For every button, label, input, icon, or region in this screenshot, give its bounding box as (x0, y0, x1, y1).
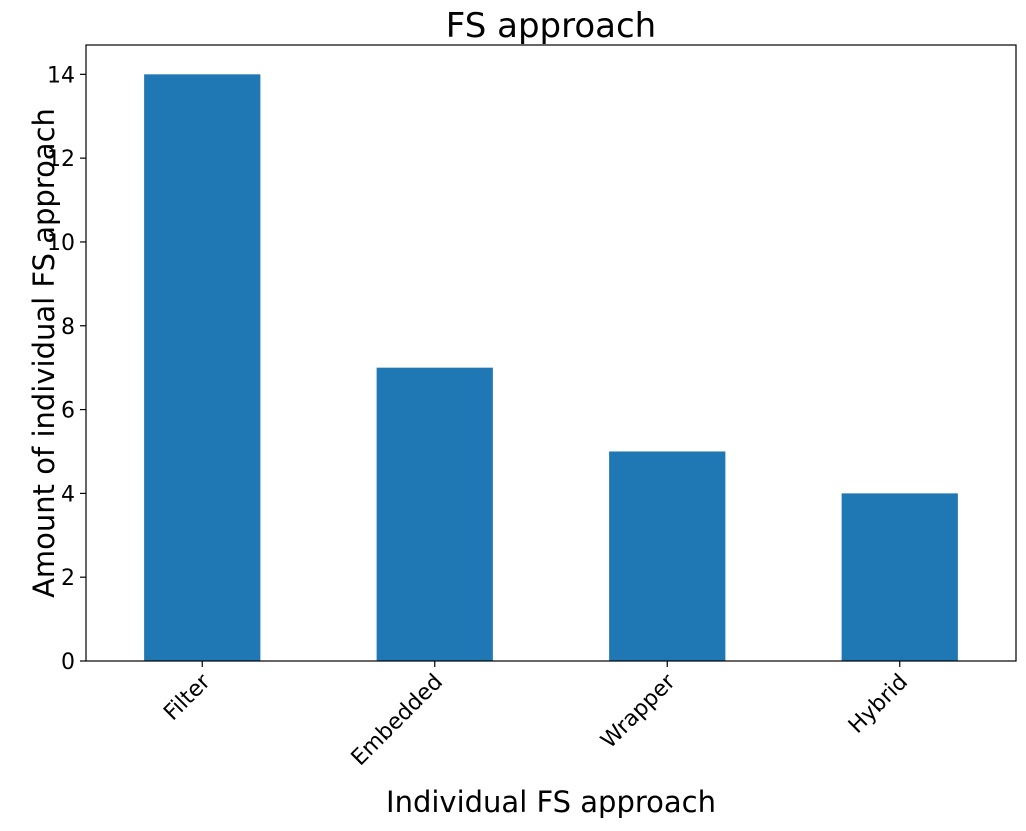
x-tick-label: Hybrid (844, 670, 913, 739)
y-tick-label: 2 (61, 566, 75, 591)
bar-embedded (376, 367, 493, 661)
chart-title: FS approach (446, 6, 656, 46)
y-tick-label: 4 (61, 482, 75, 507)
x-axis-ticks: Filter Embedded Wrapper Hybrid (159, 661, 913, 771)
bar-hybrid (841, 493, 958, 661)
y-tick-label: 8 (61, 315, 75, 340)
y-tick-label: 10 (47, 231, 75, 256)
y-tick-label: 12 (47, 147, 75, 172)
y-axis-ticks: 0 2 4 6 8 10 12 14 (47, 63, 86, 675)
x-tick-label: Filter (159, 669, 216, 726)
plot-frame (85, 44, 1017, 662)
y-tick-label: 6 (61, 399, 75, 424)
y-tick-label: 14 (47, 63, 75, 88)
x-tick-label: Wrapper (596, 669, 681, 754)
bar-series (144, 74, 958, 662)
y-axis-label: Amount of individual FS approach (27, 108, 61, 598)
bar-filter (144, 74, 261, 662)
x-axis-label: Individual FS approach (386, 785, 716, 819)
y-tick-label: 0 (61, 650, 75, 675)
bar-wrapper (609, 451, 726, 661)
x-tick-label: Embedded (347, 670, 448, 771)
